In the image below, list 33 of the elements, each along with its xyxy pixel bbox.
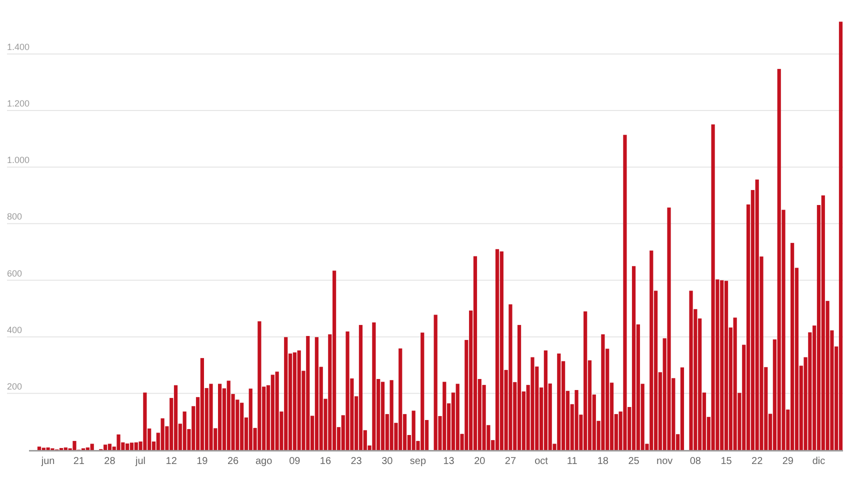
y-tick-label: 1.400 <box>7 42 30 52</box>
x-tick-label: nov <box>656 456 673 467</box>
x-tick-label: 19 <box>196 456 208 467</box>
y-tick-label: 800 <box>7 212 22 222</box>
x-tick-label: jun <box>40 456 55 467</box>
x-tick-label: 09 <box>289 456 301 467</box>
x-tick-label: 11 <box>566 456 578 467</box>
x-tick-label: 30 <box>382 456 394 467</box>
x-tick-label: ago <box>256 456 273 467</box>
y-tick-label: 400 <box>7 324 22 335</box>
x-tick-label: 16 <box>320 456 332 467</box>
x-tick-label: 29 <box>782 456 794 467</box>
x-tick-label: 15 <box>720 456 732 467</box>
x-tick-label: 12 <box>166 456 178 467</box>
y-tick-label: 1.000 <box>7 155 30 166</box>
y-tick-label: 1.200 <box>7 98 30 109</box>
x-tick-label: 08 <box>690 456 702 467</box>
x-tick-label: 22 <box>752 456 764 467</box>
x-tick-label: 21 <box>73 456 85 467</box>
x-tick-label: 26 <box>227 456 240 467</box>
x-tick-label: 23 <box>350 456 362 467</box>
y-tick-label: 600 <box>7 268 22 278</box>
x-tick-label: jul <box>134 456 146 467</box>
x-tick-label: 28 <box>104 456 116 467</box>
x-tick-label: 27 <box>504 456 516 467</box>
x-tick-label: oct <box>534 456 548 467</box>
x-tick-label: 20 <box>474 456 486 467</box>
y-tick-label: 200 <box>7 381 22 392</box>
x-tick-label: sep <box>410 456 426 467</box>
x-tick-label: 25 <box>628 456 640 467</box>
x-tick-label: dic <box>812 456 826 467</box>
x-tick-label: 18 <box>597 456 609 467</box>
x-tick-label: 13 <box>443 456 455 467</box>
